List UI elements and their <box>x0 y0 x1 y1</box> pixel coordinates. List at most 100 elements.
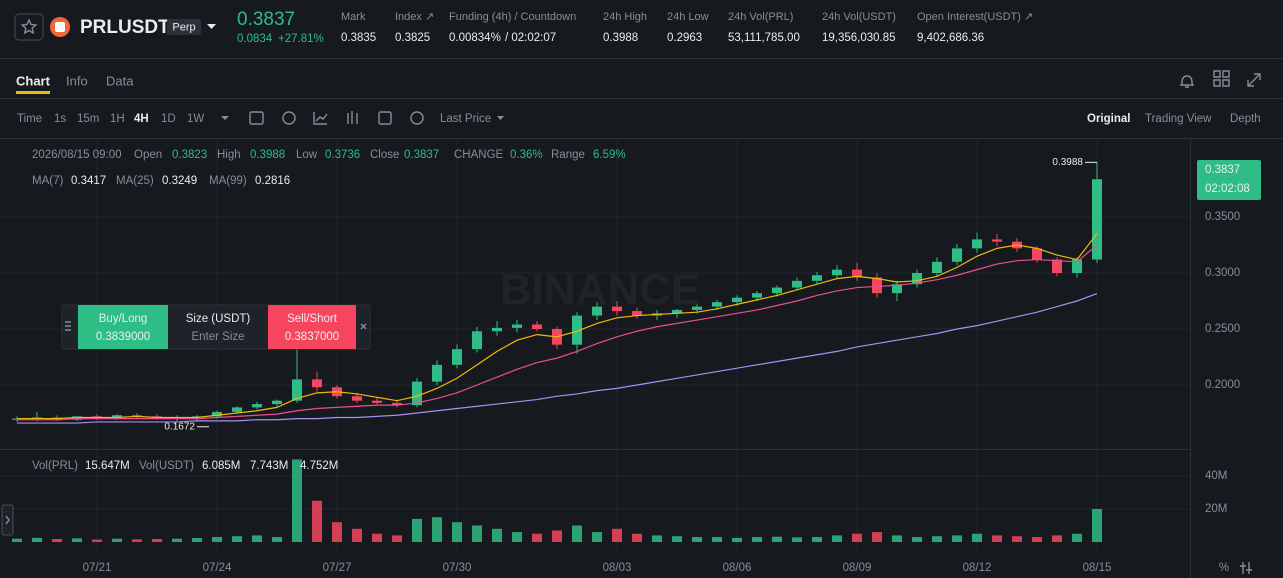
ma-line <box>17 233 1098 420</box>
stat-label: 24h Low <box>667 11 709 23</box>
favorite-button[interactable] <box>14 13 44 41</box>
candle-body <box>512 324 522 328</box>
interval-dropdown[interactable] <box>221 116 229 120</box>
candle-body <box>992 239 1002 242</box>
legend-value: 6.59% <box>593 149 626 161</box>
snapshot-icon[interactable] <box>410 111 424 125</box>
volume-bar <box>272 537 282 542</box>
vol-label: Vol(PRL) <box>32 460 78 472</box>
price-tag-countdown: 02:02:08 <box>1205 183 1250 195</box>
candle-body <box>752 293 762 298</box>
vol-label: Vol(USDT) <box>139 460 194 472</box>
indicator-icon[interactable] <box>249 111 264 125</box>
candle-body <box>352 396 362 401</box>
candle-body <box>232 407 242 412</box>
interval[interactable]: 1H <box>110 113 125 125</box>
volume-bar <box>152 539 162 542</box>
volume-bar <box>172 538 182 542</box>
toolbar: Time 1s 15m 1H 4H 1D 1W Last Price Original Tradi… <box>17 113 1261 125</box>
candle-body <box>1052 259 1062 273</box>
chart-style-icon[interactable] <box>313 112 328 125</box>
candle-body <box>372 400 382 403</box>
volume-bar <box>892 535 902 542</box>
layout-icon[interactable] <box>1213 70 1230 87</box>
candle-icon[interactable] <box>347 111 358 124</box>
expand-icon[interactable] <box>1247 73 1261 87</box>
price-type[interactable]: Last Price <box>440 113 491 125</box>
buy-button[interactable] <box>78 305 168 349</box>
tab[interactable]: Chart <box>16 73 51 88</box>
symbol-dropdown[interactable] <box>207 24 216 29</box>
settings-icon[interactable] <box>378 111 392 125</box>
collapse-button[interactable] <box>1 504 14 536</box>
candle-body <box>212 411 222 417</box>
x-tick-label: 07/30 <box>443 562 472 574</box>
volume-bar <box>732 537 742 542</box>
view[interactable]: Trading View <box>1145 113 1212 125</box>
tab[interactable]: Info <box>66 73 88 88</box>
interval[interactable]: 15m <box>77 113 99 125</box>
price-change-pct: +27.81% <box>278 33 324 45</box>
legend-label: High <box>217 149 241 161</box>
volume-bar <box>832 535 842 542</box>
percent-toggle[interactable]: % <box>1219 562 1229 574</box>
volume-bar <box>1092 508 1102 542</box>
volume-bar <box>872 532 882 542</box>
legend-value: 0.3736 <box>325 149 360 161</box>
volume-bar <box>672 536 682 542</box>
stat-extra: / 02:02:07 <box>505 32 556 44</box>
view[interactable]: Depth <box>1230 113 1261 125</box>
legend-label: Low <box>296 149 318 161</box>
volume-bar <box>252 535 262 542</box>
badge-bg <box>167 19 201 35</box>
candle-body <box>112 415 122 418</box>
interval[interactable]: 1s <box>54 113 66 125</box>
volume-bar <box>932 536 942 542</box>
sell-button[interactable] <box>268 305 356 349</box>
volume-bar <box>552 530 562 542</box>
ma-value: 0.3417 <box>71 175 106 187</box>
price-type-dropdown[interactable] <box>497 116 504 120</box>
volume-bar <box>332 522 342 542</box>
bell-icon[interactable] <box>1179 75 1195 88</box>
stat-label: Index ↗ <box>395 11 434 23</box>
volume-bar <box>592 532 602 542</box>
volume-bar <box>12 538 22 542</box>
sell-label: Sell/Short <box>287 313 338 325</box>
close-panel[interactable] <box>360 323 367 330</box>
candle-body <box>432 364 442 382</box>
volume-bar <box>652 535 662 542</box>
legend-label: Open <box>134 149 162 161</box>
watermark: BINANCE <box>500 266 700 315</box>
candle-body <box>412 381 422 406</box>
volume-bar <box>992 535 1002 542</box>
view[interactable]: Original <box>1087 113 1130 125</box>
interval[interactable]: 1W <box>187 113 204 125</box>
stat-value: 0.2963 <box>667 32 702 44</box>
interval[interactable]: 1D <box>161 113 176 125</box>
volume-bar <box>692 537 702 542</box>
draw-icon[interactable] <box>282 111 296 125</box>
stats: Mark 0.3835 Index ↗ 0.3825 Funding (4h) / Co… <box>341 11 1033 44</box>
grid: 0.2000 0.2500 0.3000 0.3500 20M 40M 07/21 07/24… <box>0 140 1240 574</box>
stat-label: 24h Vol(PRL) <box>728 11 793 23</box>
legend-value: 0.3988 <box>250 149 285 161</box>
last-price: 0.3837 <box>237 9 295 30</box>
volume-bar <box>952 535 962 542</box>
tab[interactable]: Data <box>106 73 134 88</box>
settings-toggle[interactable] <box>1240 562 1252 574</box>
volume-bar <box>1012 536 1022 542</box>
legend-value: 0.36% <box>510 149 543 161</box>
candle-body <box>852 269 862 278</box>
size-input[interactable]: Enter Size <box>191 331 244 343</box>
vol-value: 4.752M <box>300 460 338 472</box>
volume-bar <box>472 525 482 542</box>
x-tick-label: 08/06 <box>723 562 752 574</box>
interval[interactable]: 4H <box>134 113 149 125</box>
candle-body <box>812 275 822 281</box>
price-tag <box>1197 160 1261 200</box>
volume-bar <box>812 537 822 542</box>
drag-handle[interactable] <box>65 321 71 331</box>
volume-bar <box>612 528 622 542</box>
